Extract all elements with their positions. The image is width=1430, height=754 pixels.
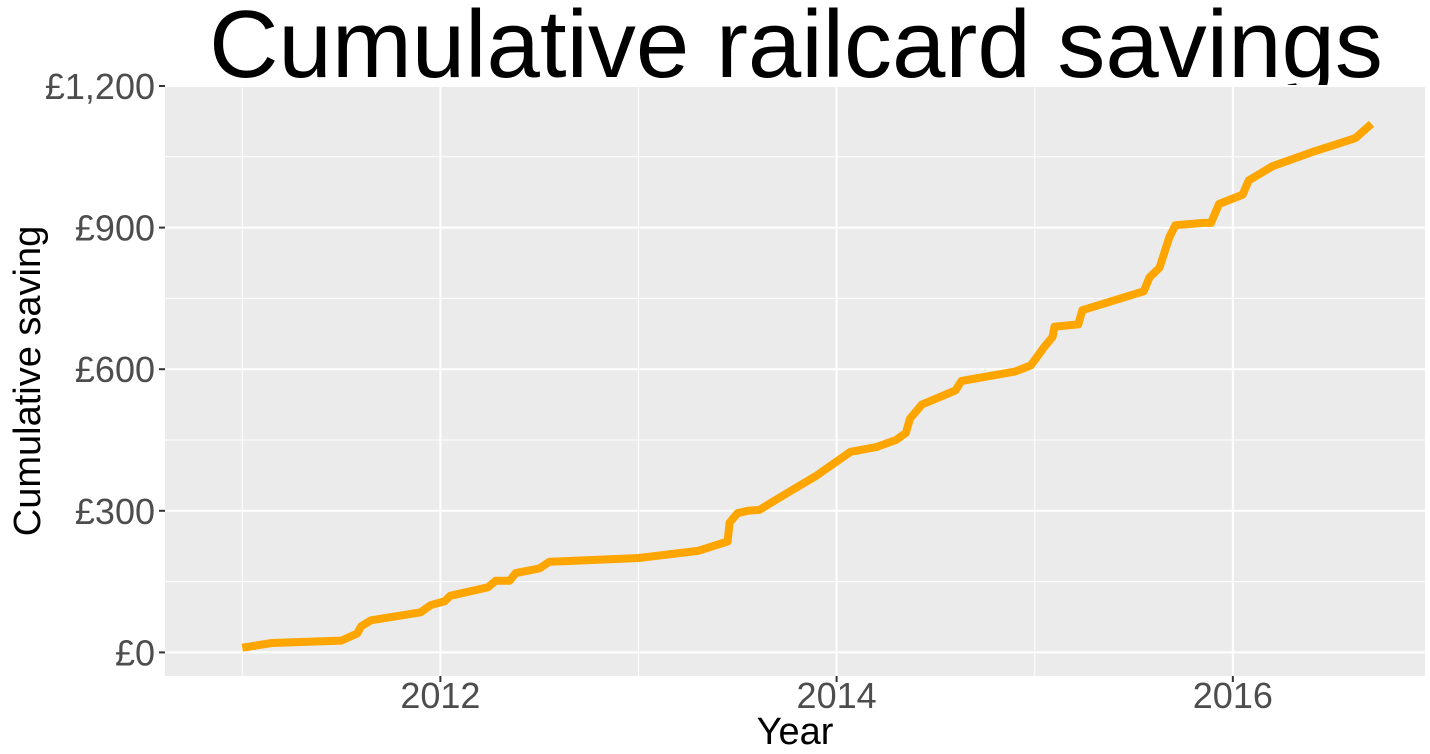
plot-panel	[165, 86, 1425, 676]
grid-minor	[165, 86, 1425, 676]
x-axis-title: Year	[757, 711, 834, 753]
series-layer	[241, 120, 1375, 652]
x-tick-label: 2016	[1193, 675, 1273, 716]
y-tick-label: £0	[115, 632, 155, 673]
y-tick-label: £600	[75, 349, 155, 390]
y-tick-label: £900	[75, 208, 155, 249]
series-line-cumulative-saving	[241, 120, 1375, 652]
x-axis: 2012 2014 2016	[400, 675, 1273, 716]
grid-major	[165, 85, 1425, 676]
y-tick-label: £1,200	[45, 66, 155, 107]
x-tick-label: 2012	[400, 675, 480, 716]
y-tick-label: £300	[75, 491, 155, 532]
y-axis: £0 £300 £600 £900 £1,200	[45, 66, 165, 673]
chart-title: Cumulative railcard savings	[209, 0, 1383, 98]
x-tick-label: 2014	[797, 675, 877, 716]
y-axis-title: Cumulative saving	[7, 226, 49, 536]
